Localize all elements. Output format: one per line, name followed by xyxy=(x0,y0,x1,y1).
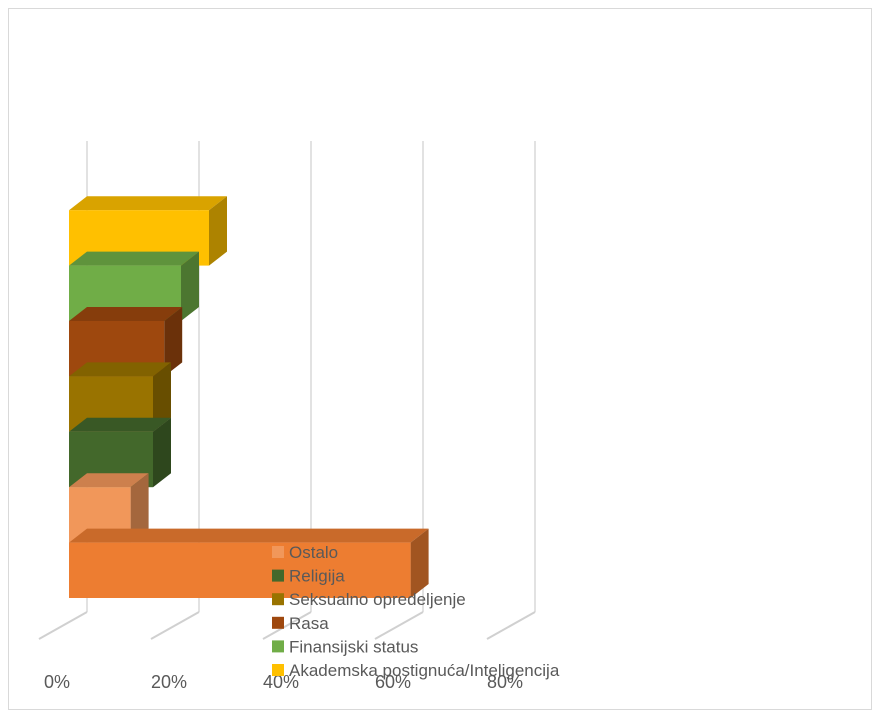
x-tick-labels: 0% 20% 40% 60% 80% xyxy=(44,672,523,692)
floor-tick xyxy=(486,611,536,640)
chart-frame: 0% 20% 40% 60% 80% Ostalo Religija Seksualno o… xyxy=(8,8,872,710)
floor-tick xyxy=(262,611,312,640)
floor-tick xyxy=(38,611,88,640)
legend-swatch xyxy=(272,616,284,629)
bar-top-face xyxy=(69,196,227,211)
bar-side-face xyxy=(181,251,199,321)
bar-top-face xyxy=(69,473,149,488)
legend-item: Rasa xyxy=(272,614,329,633)
x-tick-label: 40% xyxy=(263,672,299,692)
x-tick-label: 80% xyxy=(487,672,523,692)
legend-item: Seksualno opredeljenje xyxy=(272,590,466,609)
x-tick-label: 20% xyxy=(151,672,187,692)
x-tick-label: 60% xyxy=(375,672,411,692)
legend-swatch xyxy=(272,593,284,606)
legend-item: Finansijski status xyxy=(272,637,418,656)
legend-swatch xyxy=(272,569,284,582)
bar-side-face xyxy=(164,307,183,377)
legend-swatch xyxy=(272,546,284,558)
chart-svg: 0% 20% 40% 60% 80% Ostalo Religija Seksualno o… xyxy=(38,141,560,692)
legend-swatch xyxy=(272,664,284,676)
legend-label: Finansijski status xyxy=(289,637,418,656)
legend-swatch xyxy=(272,640,284,653)
bars xyxy=(69,196,429,598)
x-tick-label: 0% xyxy=(44,672,70,692)
bar-side-face xyxy=(130,473,149,543)
bar-top-face xyxy=(69,251,199,266)
bar-side-face xyxy=(153,362,171,432)
bar-side-face xyxy=(209,196,227,266)
legend-label: Religija xyxy=(289,567,345,586)
bar-top-face xyxy=(69,362,171,377)
bar-side-face xyxy=(153,417,171,488)
bar-top-face xyxy=(69,528,429,543)
floor-tick xyxy=(374,611,424,640)
bar-unnamed xyxy=(69,528,429,598)
bar-top-face xyxy=(69,417,171,432)
bar-side-face xyxy=(410,528,429,598)
legend: Ostalo Religija Seksualno opredeljenje Rasa… xyxy=(272,543,560,680)
bar-top-face xyxy=(69,307,183,321)
floor-tick xyxy=(150,611,200,640)
bar-front-face xyxy=(69,542,411,598)
legend-item: Ostalo xyxy=(272,543,338,562)
legend-label: Seksualno opredeljenje xyxy=(289,590,466,609)
legend-label: Rasa xyxy=(289,614,329,633)
floor-ticks xyxy=(38,611,536,640)
legend-item: Akademska postignuća/Inteligencija xyxy=(272,661,560,680)
legend-item: Religija xyxy=(272,567,345,586)
legend-label: Ostalo xyxy=(289,543,338,562)
legend-label: Akademska postignuća/Inteligencija xyxy=(289,661,560,680)
